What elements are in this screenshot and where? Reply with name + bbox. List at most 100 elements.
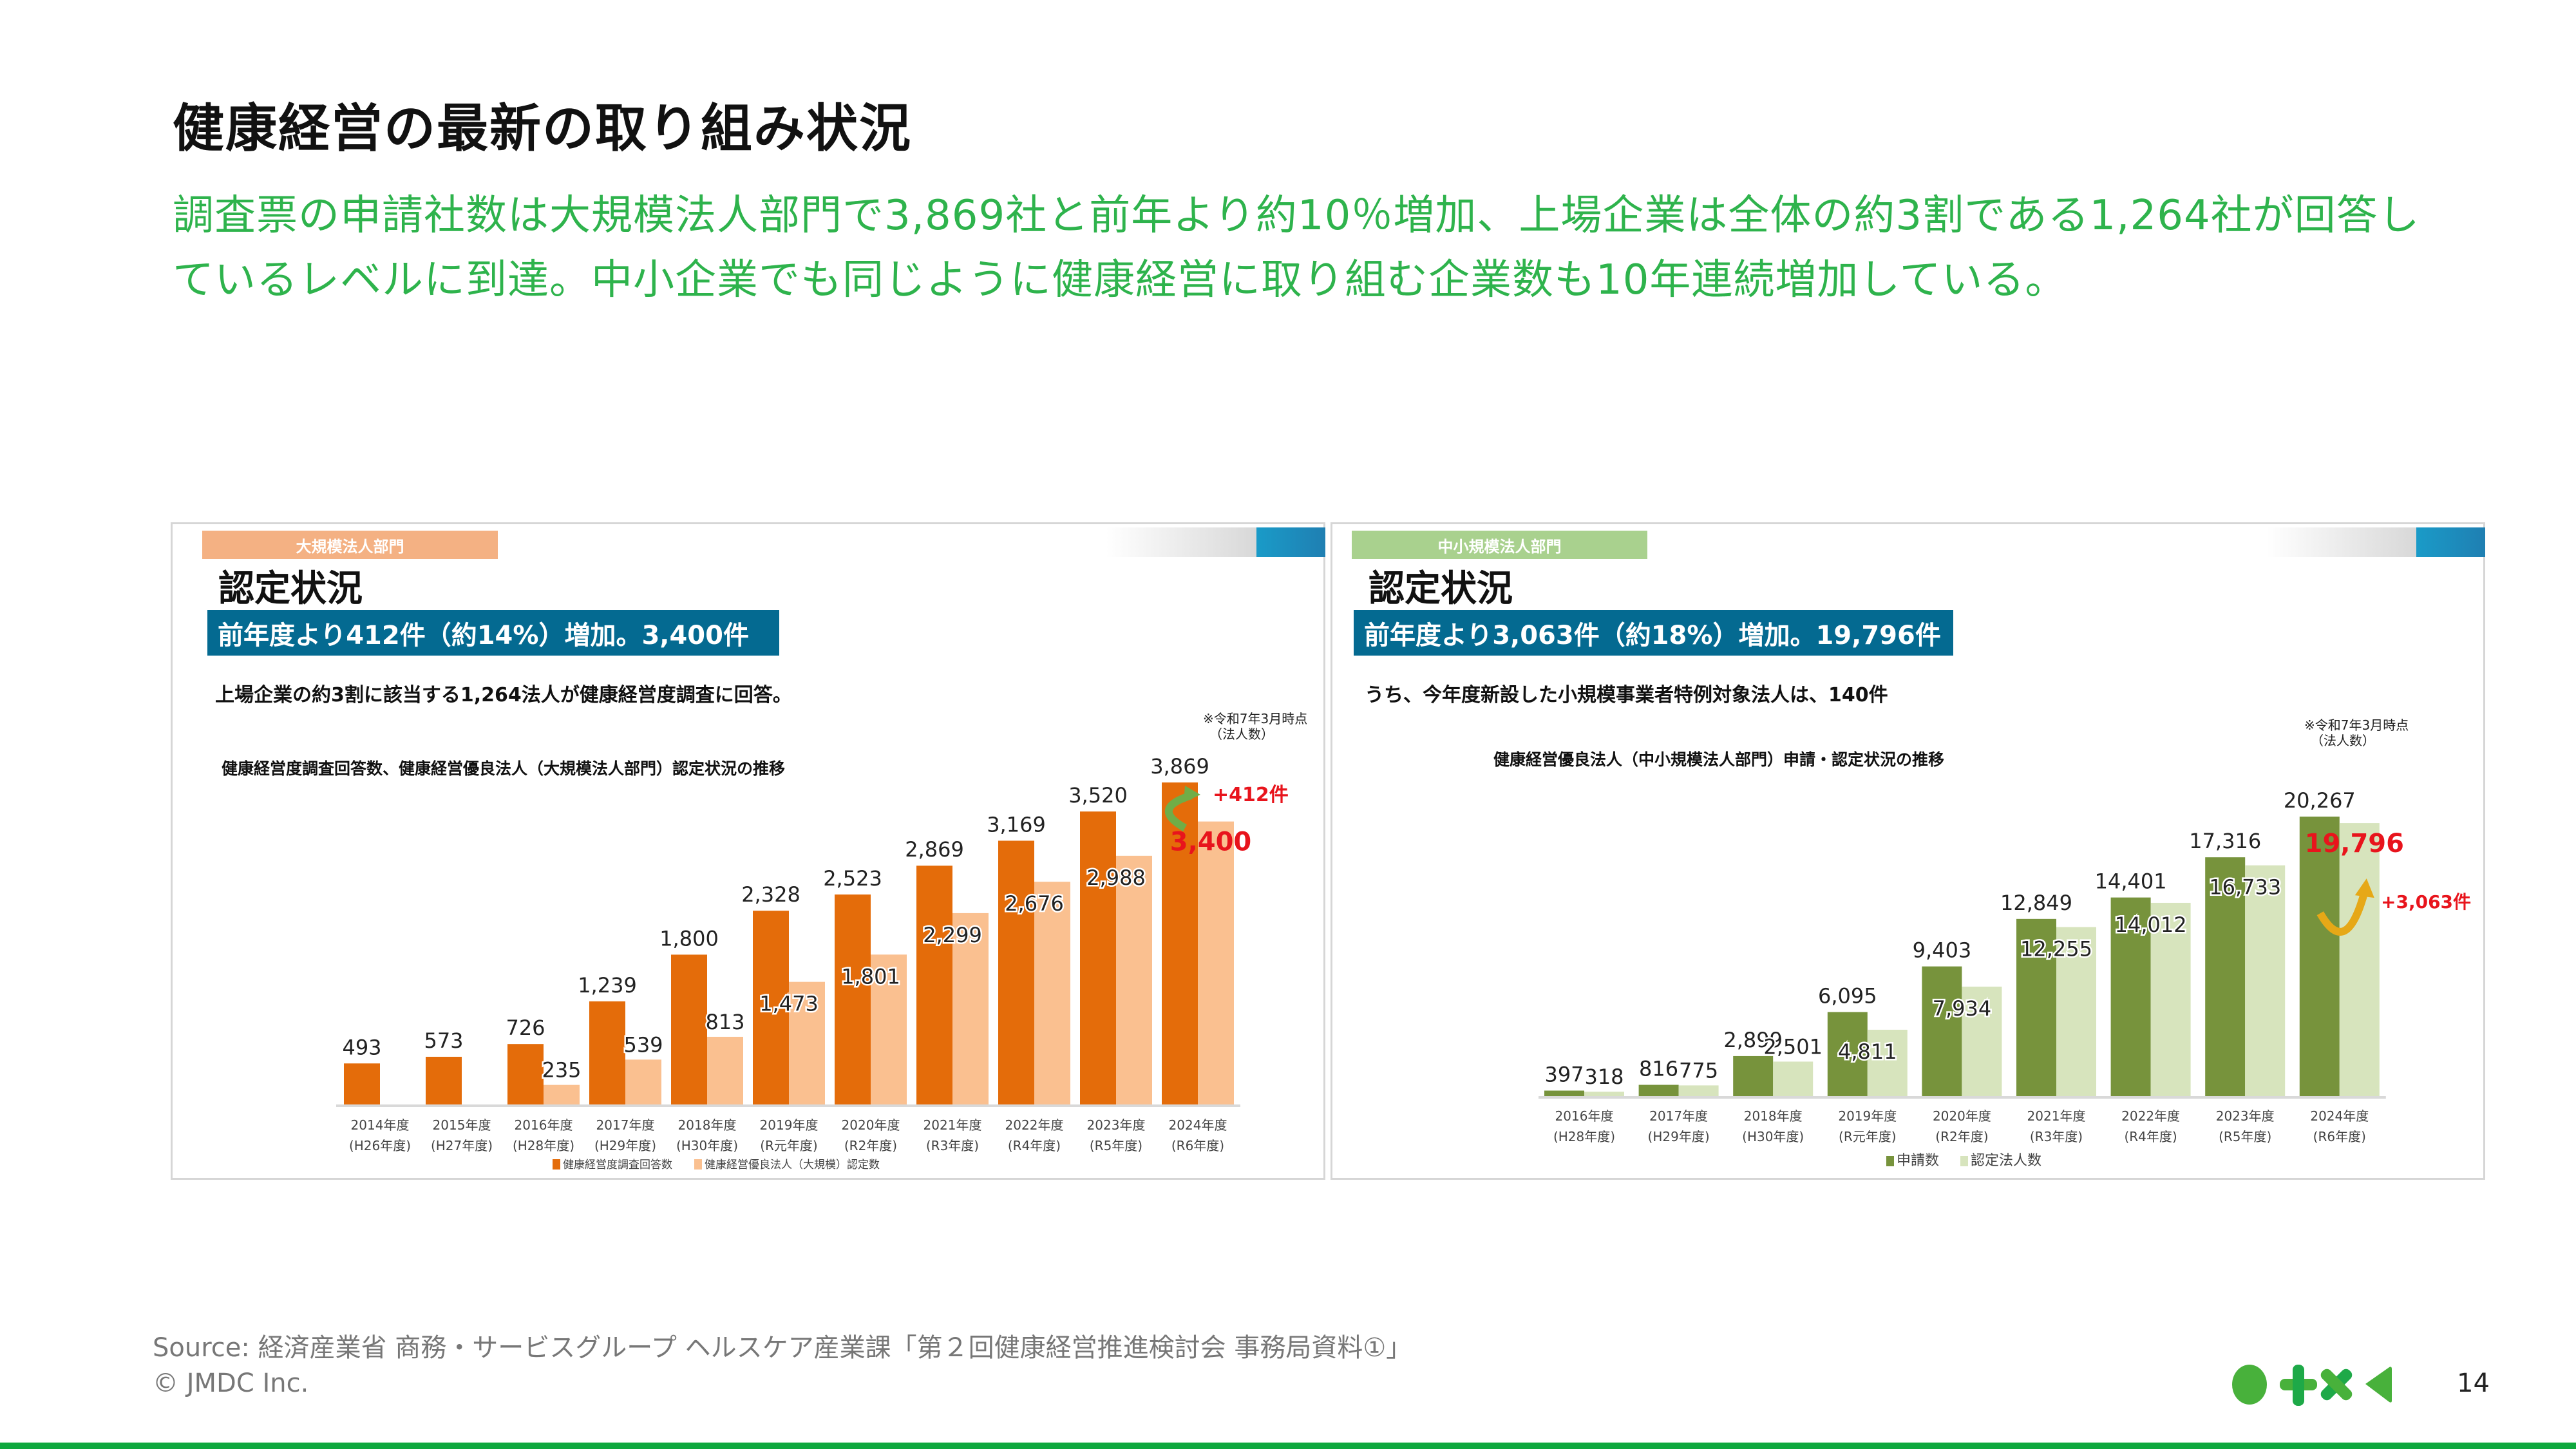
note-line: （法人数）: [1209, 726, 1274, 742]
source-text: Source: 経済産業省 商務・サービスグループ ヘルスケア産業課「第２回健康…: [153, 1333, 1412, 1363]
legend-swatch: [553, 1159, 560, 1170]
panel-subtext: うち、今年度新設した小規模事業者特例対象法人は、140件: [1365, 684, 1888, 706]
data-label: 573: [424, 1028, 463, 1053]
arrowhead-icon: [1184, 786, 1200, 802]
bar-primary: [1162, 782, 1198, 1104]
bar-primary: [671, 954, 707, 1104]
increase-annotation: +3,063件: [2381, 891, 2472, 913]
triangle-left-icon: [2365, 1367, 2392, 1403]
x-tick-label: 2023年度: [2216, 1108, 2275, 1124]
x-tick-sublabel: (R3年度): [926, 1138, 979, 1153]
bar-secondary: [1678, 1085, 1719, 1096]
x-tick-sublabel: (R元年度): [760, 1138, 818, 1153]
x-tick-label: 2023年度: [1087, 1117, 1146, 1133]
panel-banner: 前年度より412件（約14%）増加。3,400件: [207, 610, 779, 656]
x-tick-sublabel: (H27年度): [431, 1138, 493, 1153]
page-number: 14: [2457, 1368, 2490, 1398]
bar-primary: [344, 1063, 380, 1104]
data-label: 493: [342, 1035, 381, 1059]
x-tick-sublabel: (H30年度): [1742, 1129, 1804, 1144]
x-tick-label: 2017年度: [596, 1117, 655, 1133]
bar-chart-sme: 397 318 2016年度 (H28年度) 816 775 2017年度 (H29年度) 2,…: [1539, 788, 2404, 1169]
bar-chart-large: 493 2014年度 (H26年度) 573 2015年度 (H27年度) 726 235 20…: [336, 754, 1251, 1171]
x-tick-sublabel: (R3年度): [2030, 1129, 2083, 1144]
copyright: © JMDC Inc.: [153, 1368, 309, 1398]
legend-label: 健康経営度調査回答数: [563, 1159, 672, 1171]
legend-swatch: [1886, 1156, 1894, 1166]
bar-secondary: [871, 954, 907, 1104]
x-tick-sublabel: (H28年度): [513, 1138, 574, 1153]
data-label: 7,934: [1933, 996, 1992, 1021]
chart-title: 健康経営優良法人（中小規模法人部門）申請・認定状況の推移: [1493, 750, 1945, 769]
data-label: 397: [1544, 1062, 1584, 1086]
x-tick-label: 2019年度: [760, 1117, 819, 1133]
bar-primary: [2299, 817, 2340, 1096]
panel-banner: 前年度より3,063件（約18%）増加。19,796件: [1354, 610, 1953, 656]
x-tick-label: 2024年度: [1169, 1117, 1227, 1133]
data-label: 17,316: [2189, 829, 2261, 853]
data-label: 16,733: [2209, 875, 2281, 900]
x-tick-label: 2021年度: [923, 1117, 982, 1133]
legend-swatch: [694, 1159, 702, 1170]
x-tick-label: 2022年度: [2121, 1108, 2180, 1124]
bar-secondary: [1773, 1061, 1814, 1096]
corner-block: [1256, 527, 1325, 557]
panel-heading: 認定状況: [218, 568, 363, 610]
bar-secondary: [1198, 821, 1234, 1104]
bar-secondary: [2150, 902, 2191, 1096]
panel-subtext: 上場企業の約3割に該当する1,264法人が健康経営度調査に回答。: [215, 684, 792, 706]
bar-secondary: [1962, 987, 2002, 1096]
x-tick-label: 2017年度: [1649, 1108, 1708, 1124]
bar-secondary: [2339, 823, 2380, 1096]
x-tick-sublabel: (R5年度): [1090, 1138, 1142, 1153]
x-tick-sublabel: (R6年度): [1171, 1138, 1224, 1153]
x-tick-sublabel: (R4年度): [2124, 1129, 2177, 1144]
x-tick-label: 2014年度: [351, 1117, 410, 1133]
bar-primary: [1827, 1012, 1868, 1096]
bar-secondary: [2056, 927, 2096, 1096]
data-label: 1,800: [659, 926, 719, 951]
x-tick-label: 2016年度: [1555, 1108, 1614, 1124]
panel-heading: 認定状況: [1368, 568, 1513, 610]
legend-label: 健康経営優良法人（大規模）認定数: [705, 1159, 880, 1171]
legend-label: 認定法人数: [1971, 1153, 2041, 1169]
bar-secondary: [1867, 1029, 1908, 1096]
data-label: 2,988: [1086, 866, 1146, 890]
arrowhead-icon: [2354, 878, 2374, 898]
bar-primary: [998, 840, 1034, 1104]
x-tick-sublabel: (H29年度): [594, 1138, 656, 1153]
data-label: 726: [506, 1016, 545, 1040]
data-label: 816: [1639, 1057, 1678, 1081]
x-tick-label: 2018年度: [678, 1117, 737, 1133]
bar-secondary: [1116, 855, 1152, 1104]
chart-note: ※令和7年3月時点 （法人数）: [2304, 717, 2409, 748]
bar-secondary: [952, 913, 989, 1104]
x-tick-label: 2018年度: [1744, 1108, 1803, 1124]
data-label: 9,403: [1913, 938, 1972, 963]
bar-secondary: [625, 1059, 661, 1104]
bar-primary: [426, 1056, 462, 1104]
brand-logo: [2232, 1365, 2392, 1406]
note-line: ※令和7年3月時点: [2304, 717, 2409, 733]
bar-primary: [2016, 918, 2056, 1096]
curved-arrow-icon: [2316, 893, 2368, 936]
x-tick-sublabel: (R4年度): [1008, 1138, 1061, 1153]
bar-primary: [1922, 966, 1962, 1096]
data-label: 539: [623, 1032, 663, 1057]
increase-annotation: +412件: [1213, 784, 1289, 806]
bar-primary: [916, 866, 952, 1104]
bar-primary: [1733, 1056, 1774, 1096]
data-label: 12,849: [2000, 891, 2072, 915]
legend-label: 申請数: [1897, 1153, 1939, 1169]
data-label: 3,169: [987, 812, 1046, 837]
bar-secondary: [544, 1084, 580, 1104]
corner-gradient: [1106, 527, 1256, 557]
data-label: 14,012: [2115, 913, 2187, 937]
x-tick-label: 2021年度: [2027, 1108, 2086, 1124]
panel-tag: 中小規模法人部門: [1352, 531, 1647, 559]
bar-primary: [507, 1044, 544, 1104]
bar-primary: [589, 1001, 625, 1104]
x-tick-sublabel: (H28年度): [1553, 1129, 1615, 1144]
x-tick-sublabel: (R2年度): [844, 1138, 897, 1153]
bar-primary: [1080, 811, 1116, 1104]
